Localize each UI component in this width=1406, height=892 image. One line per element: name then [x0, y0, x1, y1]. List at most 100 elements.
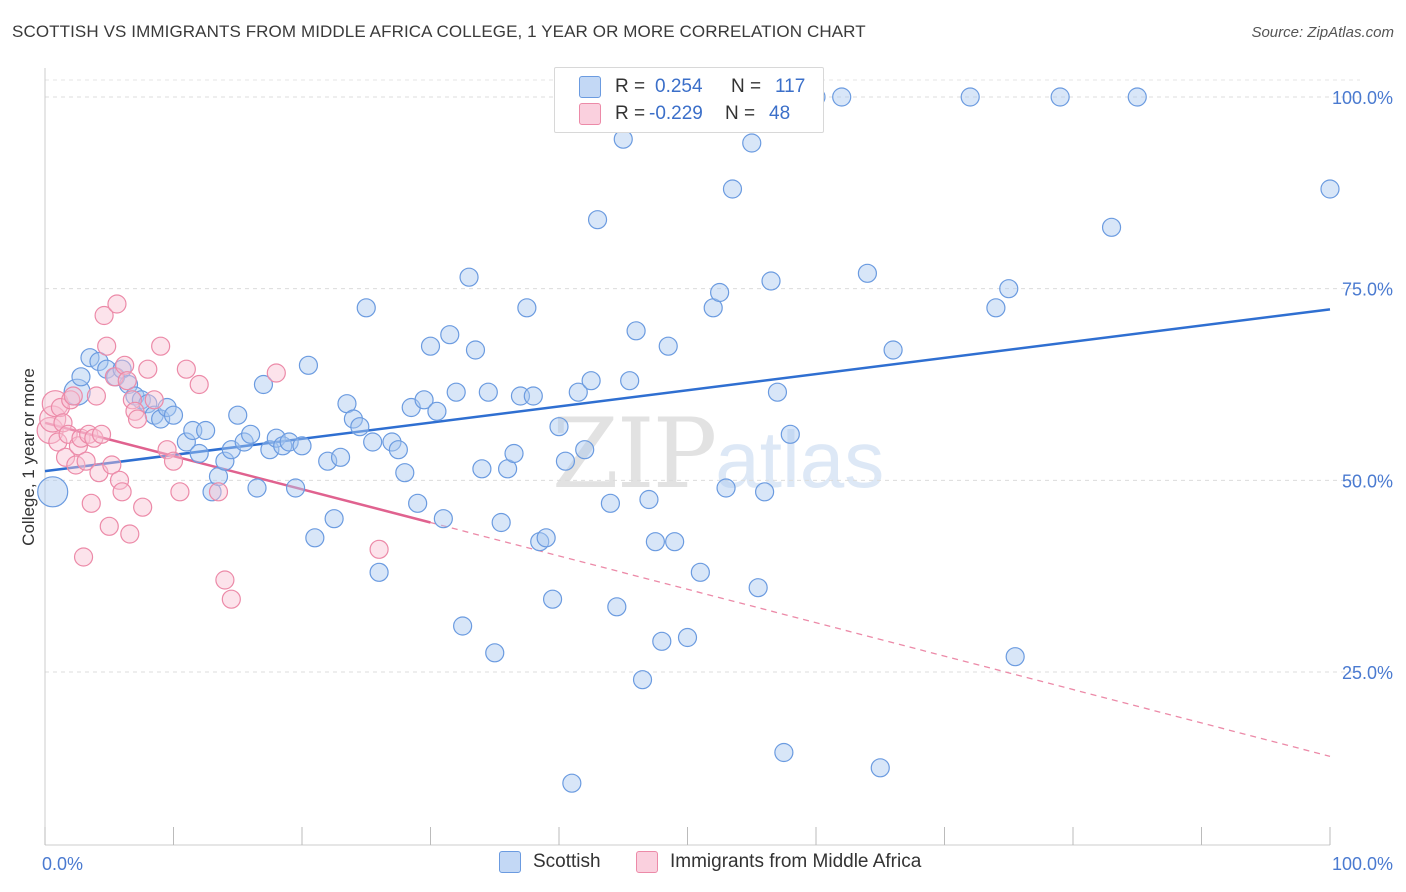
data-point — [115, 355, 135, 375]
x-tick-label: 100.0% — [1332, 854, 1393, 874]
data-point — [117, 371, 137, 391]
data-point — [504, 443, 524, 464]
stats-row-scottish: R = 0.254 N = 117 — [579, 73, 805, 101]
data-point — [710, 282, 730, 303]
y-tick-label: 100.0% — [1332, 88, 1393, 108]
data-point — [221, 589, 241, 609]
data-point — [298, 355, 319, 375]
data-point — [81, 493, 101, 513]
data-point — [382, 432, 402, 452]
data-point — [133, 497, 153, 517]
data-point — [999, 279, 1019, 299]
data-point — [562, 773, 582, 793]
data-point — [163, 405, 184, 425]
data-point — [1320, 179, 1340, 199]
source-credit: Source: ZipAtlas.com — [1251, 24, 1394, 41]
data-point — [189, 443, 209, 464]
data-point — [607, 597, 627, 617]
n-label: N = — [731, 76, 762, 97]
data-point — [73, 547, 94, 567]
data-point — [86, 386, 107, 406]
data-point — [99, 516, 119, 536]
data-point — [228, 405, 248, 425]
data-point — [478, 382, 498, 402]
data-point — [742, 133, 762, 153]
data-point — [241, 424, 261, 444]
data-point — [761, 271, 781, 291]
data-point — [89, 351, 109, 372]
r-label: R = — [615, 76, 646, 97]
data-point — [127, 409, 148, 429]
data-point — [1005, 647, 1025, 667]
scottish-swatch — [579, 76, 601, 98]
data-point — [440, 325, 460, 345]
data-point — [94, 305, 114, 326]
data-point — [324, 509, 344, 529]
data-point — [581, 371, 601, 391]
data-point — [857, 263, 878, 283]
data-point — [767, 382, 788, 402]
data-point — [208, 482, 229, 502]
data-point — [125, 401, 145, 421]
data-point — [122, 390, 142, 410]
data-point — [626, 321, 646, 341]
data-point — [369, 539, 389, 559]
axes — [44, 68, 1331, 846]
legend-item-middle-africa: Immigrants from Middle Africa — [636, 851, 921, 873]
y-tick-label: 25.0% — [1342, 663, 1393, 683]
data-point — [151, 336, 171, 356]
data-point — [170, 482, 190, 502]
data-point — [102, 455, 122, 475]
data-point — [279, 432, 299, 452]
data-point — [485, 643, 505, 663]
data-point — [151, 409, 171, 429]
stats-row-middle-africa: R = -0.229 N = 48 — [579, 100, 790, 128]
data-point — [157, 440, 177, 460]
data-point — [363, 432, 383, 452]
middle-africa-trend-extension — [430, 521, 1331, 757]
data-point — [575, 440, 595, 460]
middle-africa-swatch — [636, 851, 658, 873]
data-point — [53, 413, 73, 433]
data-point — [66, 455, 86, 475]
y-tick-label: 50.0% — [1342, 471, 1393, 491]
data-point — [754, 482, 775, 502]
data-point — [318, 451, 338, 471]
data-point — [632, 670, 653, 690]
data-point — [253, 374, 274, 395]
data-point — [144, 390, 164, 410]
r-label: R = — [615, 103, 646, 124]
legend-item-scottish: Scottish — [499, 851, 601, 873]
data-point — [427, 401, 447, 421]
data-point — [491, 512, 511, 533]
data-point — [517, 298, 537, 318]
data-point — [36, 416, 64, 445]
data-point — [330, 447, 351, 467]
data-point — [112, 482, 132, 502]
data-point — [780, 424, 800, 444]
axis-labels: 25.0% 50.0% 75.0% 100.0% 0.0% 100.0% College, … — [19, 88, 1393, 874]
data-points — [36, 87, 1340, 793]
data-point — [50, 397, 71, 418]
data-point — [453, 616, 473, 636]
data-point — [420, 336, 441, 356]
data-point — [395, 463, 415, 483]
data-point — [1050, 87, 1070, 107]
data-point — [97, 336, 117, 356]
data-point — [600, 493, 621, 513]
data-point — [523, 386, 543, 406]
data-point — [459, 267, 479, 287]
scottish-points — [37, 87, 1340, 793]
data-point — [1127, 87, 1147, 107]
legend-label: Immigrants from Middle Africa — [670, 851, 922, 872]
data-point — [292, 436, 312, 456]
data-point — [677, 627, 698, 648]
data-point — [645, 532, 665, 552]
data-point — [986, 298, 1006, 318]
data-point — [55, 447, 76, 467]
n-label: N = — [725, 103, 756, 124]
scottish-trend-line — [44, 308, 1331, 473]
data-point — [266, 428, 286, 448]
n-value: 48 — [769, 103, 791, 124]
data-point — [549, 417, 569, 437]
